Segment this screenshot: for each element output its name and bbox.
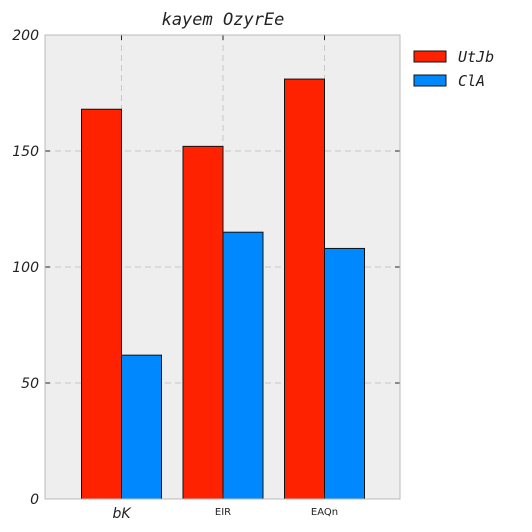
legend-swatch-UtJb xyxy=(413,50,447,63)
bar-ClA-EAQn xyxy=(324,247,365,500)
y-tick-labels: 0 50 100 150 200 xyxy=(12,28,39,508)
bar-ClA-EIR xyxy=(222,231,264,500)
y-tick-label: 200 xyxy=(12,28,39,44)
legend: UtJb ClA xyxy=(413,48,494,90)
y-tick-label: 50 xyxy=(21,376,39,392)
legend-label-UtJb: UtJb xyxy=(458,48,494,66)
bar-UtJb-bK xyxy=(81,108,122,500)
chart-title: kayem OzyrEe xyxy=(162,10,285,30)
x-tick-label: bK xyxy=(112,506,132,522)
bar-UtJb-EAQn xyxy=(284,78,325,500)
x-tick-label: EIR xyxy=(215,507,231,518)
x-tick-labels: bK EIR EAQn xyxy=(112,506,338,522)
x-tick-label: EAQn xyxy=(311,507,338,518)
legend-swatch-ClA xyxy=(413,74,447,87)
bar-ClA-bK xyxy=(121,354,162,500)
y-tick-label: 100 xyxy=(12,260,39,276)
y-tick-label: 150 xyxy=(12,144,39,160)
bar-UtJb-EIR xyxy=(182,145,224,500)
legend-label-ClA: ClA xyxy=(458,72,485,90)
plot-frame xyxy=(44,34,401,500)
y-tick-label: 0 xyxy=(30,492,39,508)
bars-layer xyxy=(81,78,365,500)
